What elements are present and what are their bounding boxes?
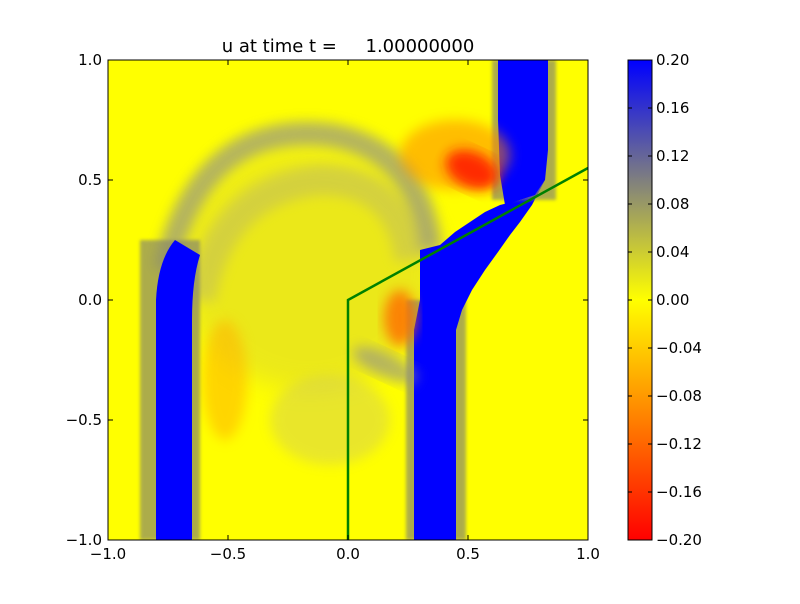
left-blue-band xyxy=(156,240,200,540)
colorbar-tick-label: −0.16 xyxy=(656,483,702,501)
chart-title: u at time t = 1.00000000 xyxy=(222,36,475,57)
gray-streak xyxy=(352,346,418,384)
colorbar-tick-label: −0.20 xyxy=(656,531,702,549)
heatmap-field xyxy=(108,60,588,540)
lower-haze xyxy=(270,375,390,465)
colorbar-tick-label: 0.04 xyxy=(656,243,689,261)
x-tick-label: −0.5 xyxy=(210,545,246,563)
left-orange-haze xyxy=(203,320,247,440)
middle-blue-band xyxy=(414,180,545,540)
arc-ring xyxy=(153,121,442,273)
y-tick-label: 0.0 xyxy=(78,291,102,309)
colorbar-tick-label: −0.04 xyxy=(656,339,702,357)
x-tick-label: −1.0 xyxy=(90,545,126,563)
colorbar-tick-label: 0.16 xyxy=(656,99,689,117)
arc-inner xyxy=(185,164,425,303)
x-axis: −1.0 −0.5 0.0 0.5 1.0 xyxy=(90,60,600,563)
upper-blue-band xyxy=(498,60,548,205)
red-lobe xyxy=(445,149,499,191)
y-tick-label: 0.5 xyxy=(78,171,102,189)
colorbar-lower xyxy=(628,300,652,540)
colorbar-tick-label: 0.20 xyxy=(656,51,689,69)
x-tick-label: 0.0 xyxy=(336,545,360,563)
orange-lobe xyxy=(384,290,416,346)
colorbar-upper xyxy=(628,60,652,300)
colorbar-tick-label: 0.08 xyxy=(656,195,689,213)
colorbar-tick-label: −0.08 xyxy=(656,387,702,405)
y-tick-label: 1.0 xyxy=(78,51,102,69)
colorbar: 0.20 0.16 0.12 0.08 0.04 0.00 −0.04 −0.08 −0.12 −… xyxy=(627,51,702,549)
colorbar-tick-label: −0.12 xyxy=(656,435,702,453)
overlay-line xyxy=(346,166,589,540)
colorbar-tick-label: 0.12 xyxy=(656,147,689,165)
x-tick-label: 1.0 xyxy=(576,545,600,563)
x-tick-label: 0.5 xyxy=(456,545,480,563)
y-tick-label: −1.0 xyxy=(66,531,102,549)
y-axis: −1.0 −0.5 0.0 0.5 1.0 xyxy=(66,51,588,549)
colorbar-ticks: 0.20 0.16 0.12 0.08 0.04 0.00 −0.04 −0.08 −0.12 −… xyxy=(628,51,702,549)
y-tick-label: −0.5 xyxy=(66,411,102,429)
colorbar-tick-label: 0.00 xyxy=(656,291,689,309)
